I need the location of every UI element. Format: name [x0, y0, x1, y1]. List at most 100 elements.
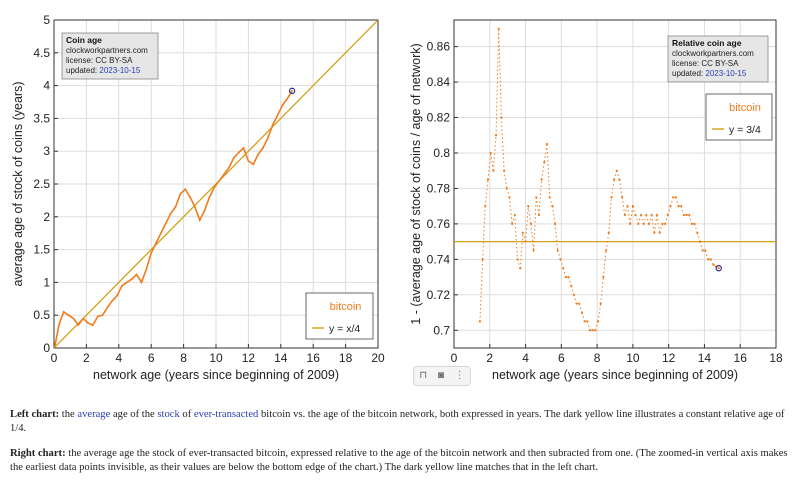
- bitcoin-series-segment: [713, 264, 717, 267]
- bitcoin-series-segment: [653, 214, 658, 233]
- bitcoin-series-segment: [554, 223, 559, 251]
- bitcoin-data-point: [271, 124, 274, 126]
- bitcoin-data-point: [126, 281, 128, 284]
- x-tick-label: 2: [83, 351, 90, 365]
- y-tick-label: 0.8: [433, 146, 450, 160]
- bitcoin-series-segment: [608, 197, 612, 233]
- y-tick-label: 0: [43, 341, 50, 355]
- bitcoin-data-point: [682, 213, 685, 217]
- bitcoin-series-segment: [546, 144, 551, 198]
- bitcoin-series-segment: [498, 28, 502, 118]
- image-toolbar: ⊓ ◙ ⋮: [413, 366, 471, 386]
- bitcoin-series-segment: [605, 232, 610, 251]
- bitcoin-series-segment: [664, 214, 669, 225]
- bitcoin-data-point: [717, 267, 720, 270]
- bitcoin-series-segment: [530, 223, 535, 251]
- bitcoin-series-segment: [669, 197, 674, 207]
- bitcoin-data-point: [237, 151, 240, 154]
- bitcoin-series-segment: [696, 232, 701, 242]
- bitcoin-series-segment: [562, 268, 567, 278]
- bitcoin-data-point: [140, 281, 143, 284]
- x-tick-label: 8: [180, 351, 187, 365]
- bitcoin-series-segment: [637, 214, 642, 225]
- bitcoin-series-segment: [533, 197, 537, 251]
- bitcoin-series-segment: [613, 170, 618, 180]
- y-tick-label: 2.5: [33, 177, 50, 191]
- caption-label: Left chart:: [10, 409, 60, 420]
- bitcoin-series-segment: [551, 206, 556, 224]
- bitcoin-data-point: [135, 273, 138, 276]
- camera-icon[interactable]: ◙: [437, 370, 444, 381]
- latest-point-marker: [715, 265, 722, 272]
- bitcoin-data-point: [661, 222, 664, 225]
- x-tick-label: 16: [734, 351, 748, 365]
- caption-text: bitcoin vs. the age of the bitcoin netwo…: [10, 409, 785, 434]
- left-chart-caption: Left chart: the average age of the stock…: [10, 408, 792, 436]
- bitcoin-series-segment: [495, 28, 500, 136]
- bitcoin-series-segment: [632, 206, 637, 216]
- bitcoin-series-segment: [656, 214, 661, 233]
- bookmark-icon[interactable]: ⊓: [419, 370, 428, 381]
- bitcoin-data-point: [121, 284, 123, 287]
- bitcoin-series-segment: [629, 206, 634, 224]
- y-tick-label: 1: [43, 275, 50, 289]
- bitcoin-data-point: [145, 268, 148, 271]
- bitcoin-data-point: [291, 89, 294, 92]
- ever-transacted-link[interactable]: ever-transacted: [193, 409, 259, 420]
- stock-link[interactable]: stock: [157, 409, 180, 420]
- bitcoin-data-point: [116, 294, 119, 297]
- bitcoin-series-segment: [586, 321, 591, 331]
- bitcoin-data-point: [564, 275, 567, 279]
- relative-coin-age-chart: 0 2 4 6 8 10 12 14 16 18 0.7 0.72 0.74 0.76 0.78 0.8 0.8…: [400, 0, 800, 405]
- legend-title: bitcoin: [729, 102, 761, 114]
- x-tick-label: 10: [626, 351, 640, 365]
- x-tick-label: 12: [242, 351, 256, 365]
- y-tick-label: 0.7: [433, 323, 450, 337]
- bitcoin-series-segment: [600, 277, 604, 304]
- bitcoin-series-segment: [597, 303, 602, 322]
- average-link[interactable]: average: [77, 409, 111, 420]
- bitcoin-data-point: [169, 212, 172, 215]
- updated-label: updated:: [672, 69, 705, 78]
- bitcoin-series-segment: [527, 206, 532, 224]
- bitcoin-data-point: [286, 97, 289, 100]
- bitcoin-data-point: [701, 249, 704, 252]
- bitcoin-data-point: [228, 166, 230, 169]
- bitcoin-series-segment: [610, 179, 615, 198]
- title-box-license: license: CC BY-SA: [672, 59, 739, 68]
- bitcoin-series-segment: [543, 144, 548, 162]
- bitcoin-series-segment: [549, 197, 553, 207]
- bitcoin-data-point: [174, 206, 177, 208]
- coin-age-chart-svg: 0 2 4 6 8 10 12 14 16 18 20 0 0.5 1 1.5 2 2.5 3 3.5 4 4.5 5 ne…: [11, 13, 385, 382]
- x-tick-label: 20: [371, 351, 385, 365]
- x-axis-label: network age (years since beginning of 20…: [492, 368, 738, 382]
- x-axis-label: network age (years since beginning of 20…: [93, 368, 339, 382]
- title-box: [61, 32, 159, 80]
- y-tick-label: 0.86: [427, 40, 451, 54]
- bitcoin-series-segment: [645, 214, 650, 225]
- bitcoin-series-segment: [479, 259, 484, 322]
- bitcoin-series-segment: [594, 321, 599, 331]
- bitcoin-data-point: [500, 116, 503, 119]
- y-tick-label: 0.72: [427, 288, 451, 302]
- bitcoin-series-segment: [694, 223, 698, 233]
- x-tick-label: 4: [522, 351, 529, 365]
- bitcoin-series-segment: [643, 214, 647, 225]
- bitcoin-data-point: [106, 306, 109, 309]
- bitcoin-series-segment: [570, 285, 575, 295]
- y-tick-label: 0.74: [427, 252, 451, 266]
- bitcoin-data-point: [588, 329, 592, 332]
- bitcoin-series-segment: [557, 250, 561, 260]
- x-tick-label: 12: [662, 351, 676, 365]
- bitcoin-data-point: [257, 153, 260, 156]
- bitcoin-data-point: [82, 317, 85, 320]
- bitcoin-data-point: [242, 147, 245, 149]
- legend-entry: y = 3/4: [729, 124, 761, 136]
- title-box-title: Coin age: [66, 35, 102, 45]
- bitcoin-data-point: [72, 317, 75, 320]
- more-vertical-icon[interactable]: ⋮: [454, 370, 465, 381]
- x-tick-label: 2: [486, 351, 493, 365]
- bitcoin-series-line: [54, 90, 293, 347]
- updated-date: 2023-10-15: [99, 66, 140, 75]
- bitcoin-series-segment: [487, 152, 492, 180]
